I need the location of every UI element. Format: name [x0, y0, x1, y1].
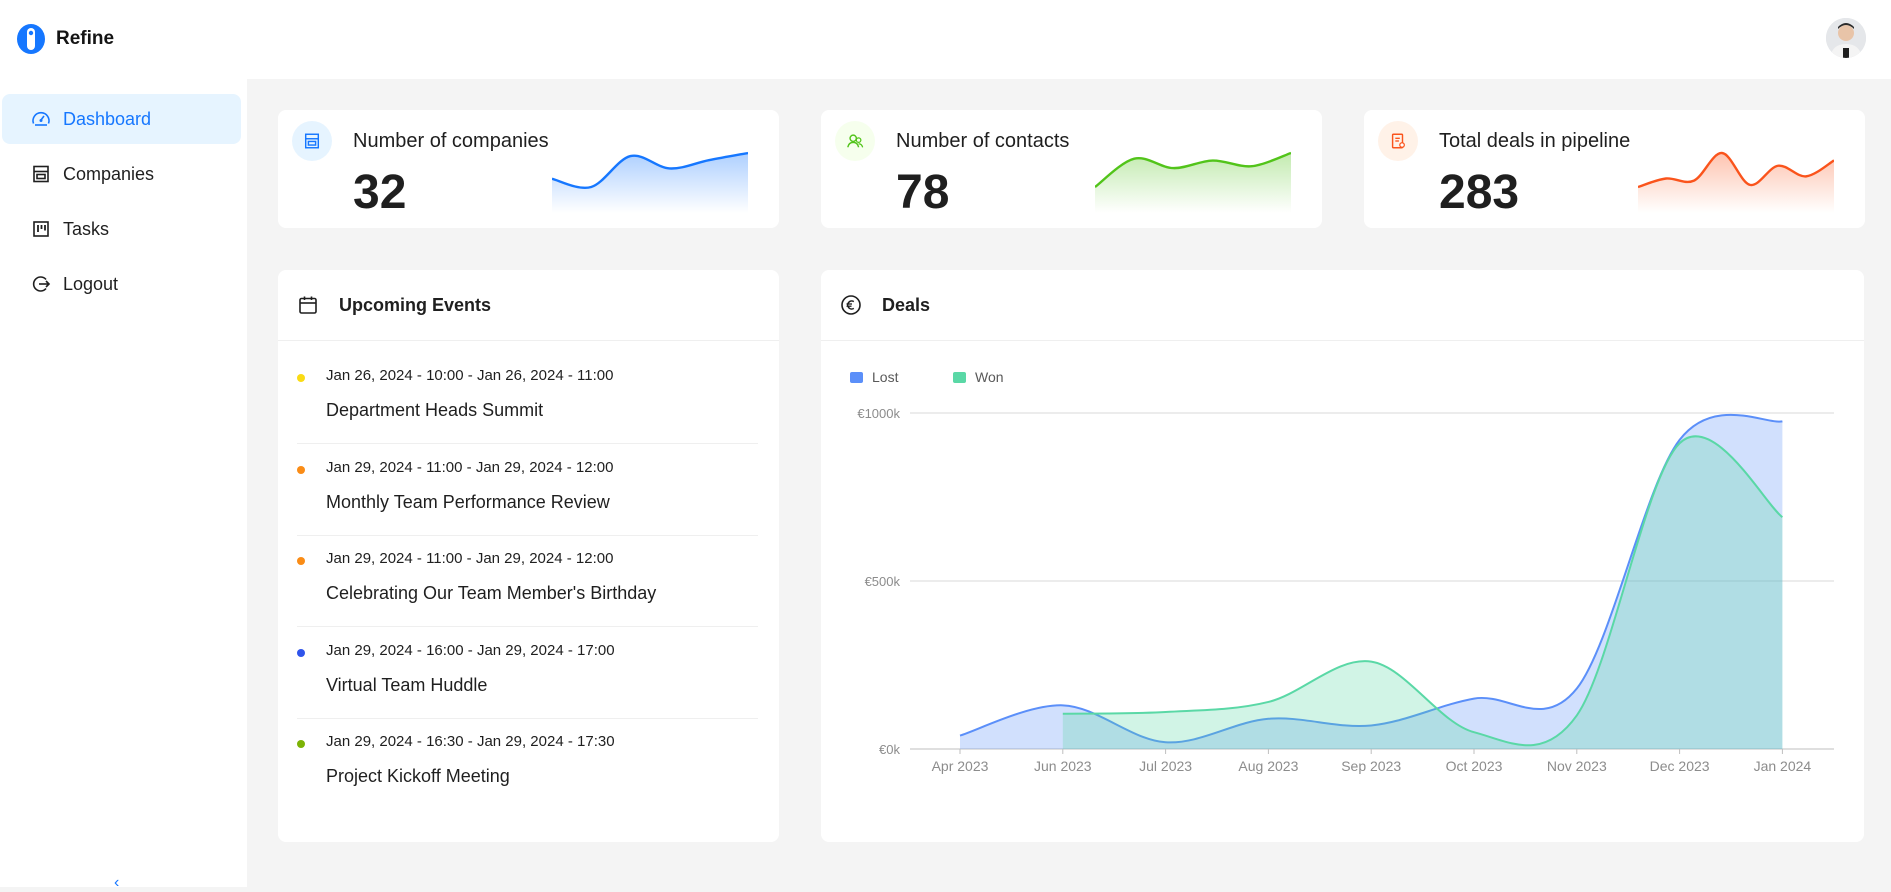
- event-title: Department Heads Summit: [326, 400, 544, 420]
- deals-card: Deals: [821, 270, 1864, 842]
- legend-swatch-lost: [850, 371, 863, 383]
- team-icon: [835, 121, 875, 161]
- event-item[interactable]: Jan 29, 2024 - 11:00 - Jan 29, 2024 - 12…: [297, 535, 758, 627]
- event-date: Jan 29, 2024 - 11:00 - Jan 29, 2024 - 12…: [326, 550, 614, 567]
- avatar[interactable]: [1826, 18, 1866, 58]
- deals-title: Deals: [882, 294, 931, 315]
- legend-label: Lost: [872, 369, 899, 385]
- sidebar-item-label: Tasks: [63, 218, 110, 239]
- shop-icon: [31, 164, 51, 184]
- legend-item-won[interactable]: Won: [953, 369, 1004, 385]
- sidebar-item-tasks[interactable]: Tasks: [2, 204, 241, 254]
- kpi-sparkline-companies: [552, 151, 748, 213]
- sidebar-item-dashboard[interactable]: Dashboard: [2, 94, 241, 144]
- sidebar-item-companies[interactable]: Companies: [2, 149, 241, 199]
- sidebar-item-label: Dashboard: [63, 108, 152, 129]
- sparkline-area: [1095, 153, 1291, 213]
- sidebar-collapse-trigger[interactable]: ‹: [114, 874, 120, 891]
- calendar-icon: [297, 294, 319, 316]
- audit-icon: [1378, 121, 1418, 161]
- sparkline-area: [1638, 152, 1834, 213]
- sidebar-item-logout[interactable]: Logout: [2, 259, 241, 309]
- kpi-value: 78: [896, 166, 950, 219]
- legend-swatch-won: [953, 371, 966, 383]
- logout-icon: [31, 274, 51, 294]
- user-avatar-icon: [1826, 18, 1866, 58]
- sparkline-area: [552, 153, 748, 213]
- kpi-card-deals: Total deals in pipeline 283: [1364, 110, 1865, 228]
- event-date: Jan 29, 2024 - 11:00 - Jan 29, 2024 - 12…: [326, 458, 614, 476]
- event-color-dot: [297, 374, 305, 382]
- event-title: Celebrating Our Team Member's Birthday: [326, 583, 657, 603]
- legend-item-lost[interactable]: Lost: [850, 369, 898, 385]
- event-item[interactable]: Jan 29, 2024 - 16:30 - Jan 29, 2024 - 17…: [297, 718, 758, 809]
- kpi-title: Total deals in pipeline: [1439, 130, 1631, 152]
- event-date: Jan 29, 2024 - 16:30 - Jan 29, 2024 - 17…: [326, 733, 615, 750]
- kpi-title: Number of companies: [353, 130, 549, 152]
- kpi-title: Number of contacts: [896, 130, 1070, 152]
- sidebar-item-label: Logout: [63, 273, 119, 294]
- sparkline-line: [1095, 151, 1291, 188]
- event-color-dot: [297, 740, 305, 748]
- kpi-sparkline-contacts: [1095, 151, 1291, 213]
- shop-icon: [292, 121, 332, 161]
- sidebar-item-label: Companies: [63, 163, 155, 184]
- project-icon: [31, 219, 51, 239]
- sparkline-line: [1638, 151, 1834, 189]
- upcoming-events-header: Upcoming Events: [278, 270, 779, 341]
- event-color-dot: [297, 557, 305, 565]
- event-title: Monthly Team Performance Review: [326, 491, 610, 512]
- euro-circle-icon: [840, 294, 862, 316]
- event-color-dot: [297, 465, 305, 474]
- kpi-value: 32: [353, 166, 407, 219]
- event-date: Jan 26, 2024 - 10:00 - Jan 26, 2024 - 11…: [326, 367, 614, 384]
- event-title: Virtual Team Huddle: [326, 674, 488, 695]
- upcoming-events-title: Upcoming Events: [339, 294, 492, 315]
- kpi-card-contacts: Number of contacts 78: [821, 110, 1322, 228]
- kpi-value: 283: [1439, 166, 1520, 219]
- sparkline-line: [552, 151, 748, 189]
- event-title: Project Kickoff Meeting: [326, 766, 510, 786]
- brand[interactable]: Refine: [16, 22, 114, 56]
- event-item[interactable]: Jan 26, 2024 - 10:00 - Jan 26, 2024 - 11…: [297, 352, 758, 444]
- sidebar: Dashboard Companies Tasks Logout: [0, 79, 247, 887]
- event-color-dot: [297, 648, 305, 657]
- event-item[interactable]: Jan 29, 2024 - 16:00 - Jan 29, 2024 - 17…: [297, 627, 758, 719]
- deals-header: Deals: [821, 270, 1864, 341]
- kpi-card-companies: Number of companies 32: [278, 110, 779, 228]
- app-header: Refine: [0, 0, 1891, 79]
- upcoming-events-card: Upcoming Events Jan 26, 2024 - 10:00 - J…: [278, 270, 779, 842]
- event-date: Jan 29, 2024 - 16:00 - Jan 29, 2024 - 17…: [326, 641, 615, 659]
- event-item[interactable]: Jan 29, 2024 - 11:00 - Jan 29, 2024 - 12…: [297, 444, 758, 536]
- refine-logo-icon: [17, 24, 45, 54]
- dashboard-icon: [31, 109, 51, 129]
- app-name: Refine: [56, 28, 115, 49]
- legend-label: Won: [975, 369, 1004, 385]
- kpi-sparkline-deals: [1638, 151, 1834, 213]
